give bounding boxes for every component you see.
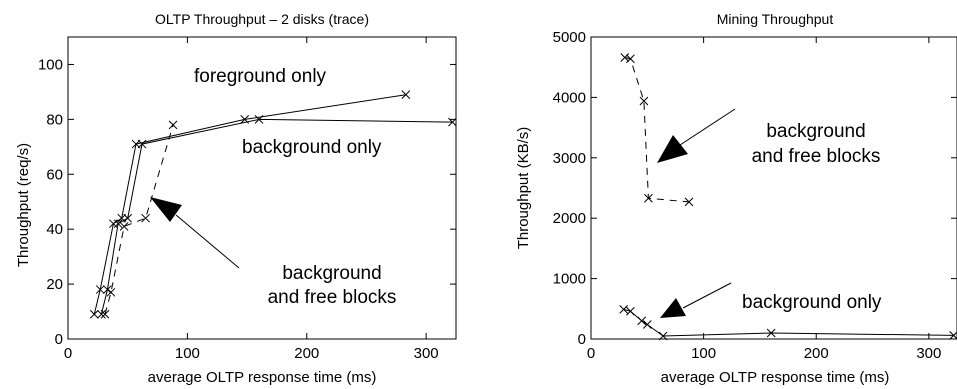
data-point-marker: [95, 285, 105, 294]
y-tick-label: 0: [578, 331, 586, 348]
data-point-marker: [637, 316, 647, 326]
oltp-throughput-chart: OLTP Throughput – 2 disks (trace) averag…: [15, 11, 457, 386]
data-point-marker: [684, 197, 694, 207]
x-tick-label: 0: [587, 345, 595, 362]
data-point-marker: [254, 115, 264, 124]
y-tick-label: 1000: [553, 271, 586, 288]
data-point-marker: [109, 219, 118, 229]
x-axis-label: average OLTP response time (ms): [661, 369, 890, 386]
annotation-arrowhead: [150, 197, 182, 222]
x-tick-label: 300: [414, 345, 439, 362]
annotation-background-only: background only: [742, 292, 882, 313]
chart-title: Mining Throughput: [717, 11, 834, 27]
data-point-marker: [644, 193, 653, 203]
annotation-background-free-blocks-line2: and free blocks: [752, 146, 881, 167]
annotation-arrowhead: [657, 135, 688, 163]
mining-throughput-chart: Mining Throughput average OLTP response …: [515, 11, 957, 386]
data-point-marker: [448, 117, 457, 127]
y-tick-label: 20: [46, 276, 63, 293]
data-point-marker: [168, 120, 178, 130]
y-tick-label: 100: [38, 56, 63, 73]
annotation-arrow: [679, 108, 736, 146]
y-tick-label: 3000: [553, 150, 586, 167]
data-point-marker: [97, 309, 106, 319]
y-tick-label: 5000: [553, 29, 586, 46]
data-point-marker: [137, 139, 147, 149]
data-point-marker: [103, 285, 112, 294]
annotation-background-only: background only: [242, 137, 382, 158]
data-point-marker: [626, 54, 635, 64]
y-tick-label: 40: [46, 221, 63, 238]
chart-title: OLTP Throughput – 2 disks (trace): [155, 11, 369, 27]
x-axis-label: average OLTP response time (ms): [148, 369, 377, 386]
annotation-arrowhead: [660, 298, 686, 318]
x-tick-label: 300: [916, 345, 941, 362]
data-point-marker: [766, 328, 776, 338]
annotation-background-free-blocks-line1: background: [766, 121, 865, 142]
plot-frame: [590, 36, 957, 340]
y-tick-label: 80: [46, 111, 63, 128]
data-point-marker: [100, 309, 110, 319]
data-point-marker: [119, 222, 129, 231]
annotation-foreground-only: foreground only: [194, 66, 327, 87]
plot-frame: [67, 36, 457, 340]
annotation-background-free-blocks-line1: background: [282, 263, 381, 284]
x-tick-label: 0: [64, 345, 72, 362]
x-tick-label: 100: [175, 345, 200, 362]
data-point-marker: [141, 213, 150, 223]
data-point-marker: [949, 331, 957, 340]
x-tick-label: 100: [691, 345, 716, 362]
data-point-marker: [620, 53, 630, 62]
data-point-marker: [401, 90, 411, 100]
data-point-marker: [123, 213, 133, 223]
data-point-marker: [113, 219, 123, 229]
y-tick-label: 2000: [553, 210, 586, 227]
data-point-marker: [642, 320, 652, 329]
data-point-marker: [619, 305, 629, 314]
series-line-1: [624, 57, 690, 203]
y-axis-label: Throughput (KB/s): [515, 127, 532, 250]
annotation-arrow: [682, 282, 732, 309]
y-axis-label: Throughput (req/s): [15, 143, 32, 267]
x-tick-label: 200: [294, 345, 319, 362]
y-tick-label: 60: [46, 166, 63, 183]
data-point-marker: [106, 287, 116, 297]
y-tick-label: 4000: [553, 89, 586, 106]
data-point-marker: [89, 309, 99, 319]
annotation-background-free-blocks-line2: and free blocks: [268, 287, 397, 308]
data-point-marker: [626, 306, 635, 316]
y-tick-label: 0: [55, 331, 63, 348]
x-tick-label: 200: [804, 345, 829, 362]
series-line-3: [104, 124, 174, 315]
annotation-arrow: [175, 214, 240, 269]
data-point-marker: [658, 331, 668, 341]
data-point-marker: [639, 96, 649, 106]
